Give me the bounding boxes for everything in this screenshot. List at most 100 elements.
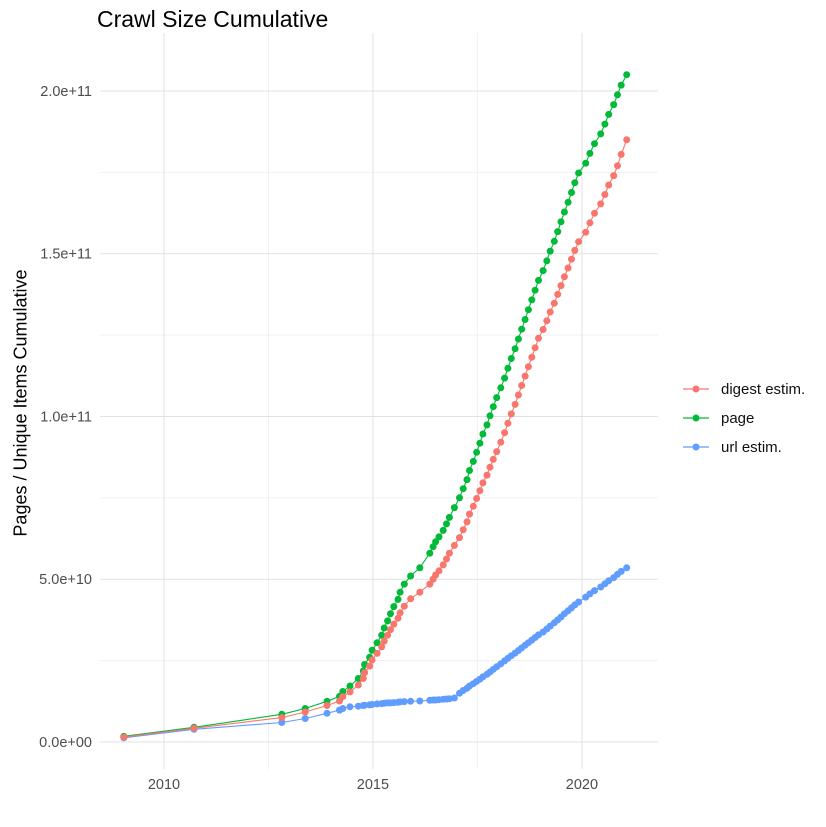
data-point-digest-estim: [539, 326, 547, 333]
data-point-digest-estim: [546, 308, 554, 316]
data-point-page: [463, 476, 471, 484]
data-point-digest-estim: [466, 510, 473, 518]
data-point-digest-estim: [586, 219, 594, 227]
data-point-digest-estim: [366, 662, 374, 670]
data-point-digest-estim: [469, 502, 477, 510]
data-point-digest-estim: [521, 372, 529, 380]
data-point-digest-estim: [617, 150, 625, 158]
data-point-page: [504, 364, 512, 372]
data-point-page: [623, 71, 631, 79]
data-point-digest-estim: [518, 382, 526, 389]
data-point-digest-estim: [463, 518, 471, 526]
data-point-page: [476, 439, 484, 447]
data-point-page: [586, 149, 594, 157]
x-tick-label: 2010: [148, 777, 180, 793]
legend-label-url-estim: url estim.: [721, 438, 782, 456]
data-point-digest-estim: [426, 580, 434, 588]
x-axis-labels: 2010 2015 2020: [148, 777, 598, 793]
series-url-estim: [120, 564, 631, 742]
y-tick-label: 1.5e+11: [40, 247, 92, 263]
data-point-digest-estim: [373, 649, 381, 657]
legend-label-page: page: [721, 409, 755, 427]
data-point-digest-estim: [493, 448, 501, 456]
legend-item-page: page: [682, 407, 805, 429]
data-point-digest-estim: [582, 228, 590, 236]
data-point-digest-estim: [361, 669, 369, 677]
data-point-page: [416, 564, 424, 572]
data-point-page: [557, 218, 565, 226]
data-point-page: [378, 631, 386, 639]
data-point-page: [501, 374, 509, 382]
data-point-page: [597, 130, 605, 138]
data-point-page: [524, 306, 532, 314]
data-point-digest-estim: [445, 549, 453, 557]
data-point-digest-estim: [511, 400, 519, 408]
x-tick-label: 2015: [357, 777, 389, 793]
data-point-page: [507, 355, 515, 362]
data-point-url-estim: [591, 587, 598, 595]
series-line-page: [123, 74, 628, 737]
data-point-page: [384, 617, 392, 625]
data-point-url-estim: [605, 577, 613, 585]
data-point-digest-estim: [543, 317, 551, 325]
data-point-page: [521, 316, 529, 323]
data-point-page: [469, 457, 477, 465]
data-point-page: [483, 421, 491, 429]
data-point-digest-estim: [610, 172, 618, 180]
data-point-digest-estim: [443, 555, 450, 563]
data-point-url-estim: [623, 564, 631, 572]
data-point-page: [400, 580, 408, 588]
data-point-page: [528, 296, 536, 304]
data-point-page: [439, 526, 447, 534]
data-point-page: [450, 504, 458, 512]
y-tick-label: 2.0e+11: [40, 84, 92, 100]
data-point-page: [497, 384, 505, 392]
data-point-page: [373, 639, 381, 647]
data-point-digest-estim: [450, 541, 458, 549]
data-point-digest-estim: [489, 455, 497, 463]
data-point-digest-estim: [501, 429, 509, 437]
grid-minor: [100, 33, 658, 769]
data-point-digest-estim: [507, 410, 515, 418]
data-point-digest-estim: [384, 631, 392, 639]
data-point-digest-estim: [378, 643, 386, 651]
data-point-page: [564, 198, 572, 206]
data-point-digest-estim: [568, 255, 575, 263]
data-point-digest-estim: [435, 567, 443, 575]
data-point-digest-estim: [473, 495, 481, 502]
data-point-digest-estim: [557, 282, 565, 290]
y-tick-label: 5.0e+10: [39, 572, 92, 588]
data-point-page: [546, 247, 554, 255]
x-tick-label: 2020: [566, 777, 598, 793]
data-point-page: [582, 159, 590, 167]
data-point-digest-estim: [486, 463, 494, 471]
data-point-page: [456, 494, 463, 502]
data-point-digest-estim: [535, 334, 542, 342]
data-point-page: [368, 646, 376, 654]
data-point-page: [493, 394, 501, 402]
data-point-page: [407, 572, 415, 580]
data-point-page: [591, 140, 598, 148]
data-point-digest-estim: [497, 438, 505, 446]
data-point-url-estim: [416, 697, 424, 705]
legend-label-digest-estim: digest estim.: [721, 380, 806, 398]
data-point-digest-estim: [605, 181, 613, 189]
data-point-digest-estim: [400, 602, 408, 610]
data-point-page: [387, 610, 394, 618]
data-point-digest-estim: [380, 637, 388, 645]
data-point-page: [466, 467, 473, 474]
data-point-page: [568, 189, 575, 196]
grid-major: [100, 33, 658, 769]
legend-key-url-estim-icon: [683, 443, 709, 451]
data-point-digest-estim: [504, 419, 512, 427]
data-point-url-estim: [575, 598, 583, 606]
data-point-digest-estim: [456, 534, 463, 542]
y-tick-label: 1.0e+11: [40, 410, 92, 426]
legend: digest estim. page url estim.: [682, 378, 805, 458]
data-point-digest-estim: [550, 299, 558, 307]
data-point-page: [511, 345, 519, 353]
series-digest-estim: [120, 136, 631, 741]
data-point-digest-estim: [591, 209, 598, 217]
data-point-url-estim: [617, 567, 625, 575]
